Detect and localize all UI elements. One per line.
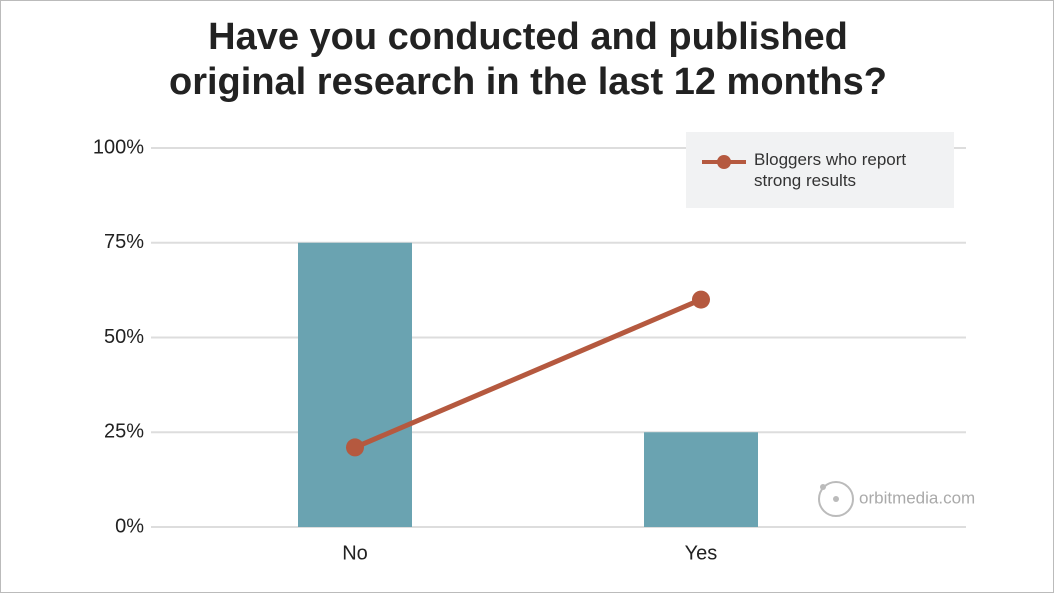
chart-title: original research in the last 12 months? (169, 61, 887, 103)
y-tick-label: 75% (104, 231, 144, 253)
legend-label: Bloggers who report strong results (754, 150, 907, 190)
line-marker (346, 438, 364, 457)
watermark-logo (820, 484, 826, 490)
chart-title: Have you conducted and published (208, 16, 848, 58)
legend-swatch (702, 155, 746, 169)
watermark-logo (833, 496, 839, 502)
legend-marker (717, 155, 731, 169)
bar (644, 432, 758, 527)
watermark-logo (818, 481, 854, 517)
y-tick-label: 0% (115, 515, 144, 537)
line (354, 297, 702, 450)
bar (298, 242, 412, 527)
x-tick-label: No (342, 542, 368, 564)
legend: Bloggers who report strong results (686, 132, 954, 208)
watermark: orbitmedia.com (859, 488, 975, 507)
y-tick-label: 25% (104, 421, 144, 443)
y-tick-label: 50% (104, 326, 144, 348)
x-tick-label: Yes (685, 542, 718, 564)
y-tick-label: 100% (93, 136, 144, 158)
line-marker (692, 290, 710, 309)
